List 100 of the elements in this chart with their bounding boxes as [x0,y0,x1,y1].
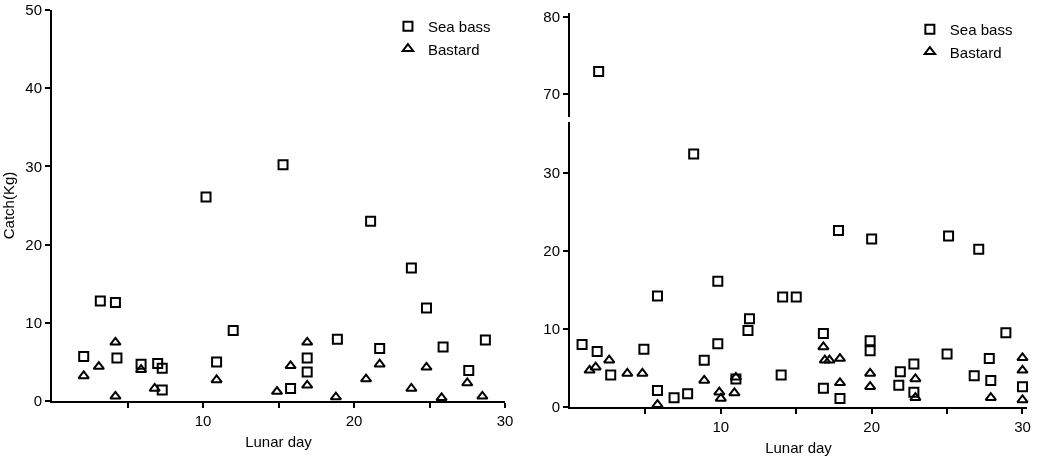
point [111,352,123,364]
point [156,362,168,374]
point [651,290,663,302]
point [591,346,603,358]
point [109,296,121,308]
point [777,291,789,303]
point [742,324,754,336]
point [420,361,433,371]
point [476,390,489,400]
point [210,374,223,384]
point [833,377,847,387]
point [94,295,106,307]
point [200,191,212,203]
point [331,333,343,345]
point [728,387,741,397]
point [437,341,449,353]
point [908,358,920,370]
point [712,275,724,287]
point [775,369,787,381]
point [77,370,90,380]
point [968,370,980,382]
point [943,230,955,242]
point [589,361,602,371]
point [817,382,829,394]
point [479,334,491,346]
y-tick-label: 30 [25,157,42,175]
point [688,148,700,160]
x-axis-title: Lunar day [765,438,833,456]
point [863,367,877,377]
point [729,371,743,381]
x-axis-title: Lunar day [245,432,313,450]
point [152,357,164,369]
point [277,159,289,171]
point [603,354,616,364]
point [638,343,650,355]
point [712,338,724,350]
point [583,364,596,374]
point [823,354,836,364]
point [908,386,920,398]
y-tick-label: 80 [543,8,560,26]
legend-label: Bastard [427,40,480,58]
y-tick-label: 30 [543,164,560,181]
point [373,358,386,368]
point [1000,327,1012,339]
point [621,367,634,377]
point [359,373,373,383]
point [284,360,297,370]
x-tick-label: 10 [194,412,212,429]
legend-label: Sea bass [949,21,1013,39]
point [698,354,710,366]
point [374,343,386,355]
y-tick-label: 20 [543,242,560,260]
y-tick-label: 70 [543,85,560,103]
point [651,385,663,397]
point [713,386,726,396]
legend-label: Bastard [949,43,1002,61]
y-tick-label: 10 [25,314,42,332]
point [864,335,876,347]
point [211,356,223,368]
point [1016,364,1029,374]
point [435,392,448,402]
point [985,374,997,386]
y-tick-label: 20 [25,235,42,253]
x-tick-label: 30 [496,412,514,429]
y-tick-label: 50 [25,1,42,19]
x-tick-label: 30 [1014,418,1031,435]
y-tick-label: 10 [543,320,560,338]
point [329,391,343,401]
point [605,369,617,381]
point [636,367,649,377]
point [817,341,830,351]
point [866,233,878,245]
point [1016,352,1029,362]
legend-label: Sea bass [427,18,491,36]
point [714,392,728,402]
y-tick-label: 0 [551,398,560,416]
y-tick-label: 40 [25,79,42,97]
point [817,328,829,340]
point [682,388,694,400]
point [135,358,147,370]
point [818,354,832,364]
point [1016,394,1029,404]
point [227,325,239,337]
point [461,377,474,387]
point [405,262,417,274]
point [834,392,846,404]
point [909,373,922,383]
point [301,366,313,378]
point [420,302,432,314]
point [941,348,953,360]
point [156,384,168,396]
point [864,345,876,357]
point [832,225,844,237]
point [1016,381,1028,393]
point [973,243,985,255]
point [576,339,588,351]
point [463,365,475,376]
x-tick-label: 20 [863,418,880,435]
x-tick-label: 10 [712,418,730,435]
point [893,379,905,391]
